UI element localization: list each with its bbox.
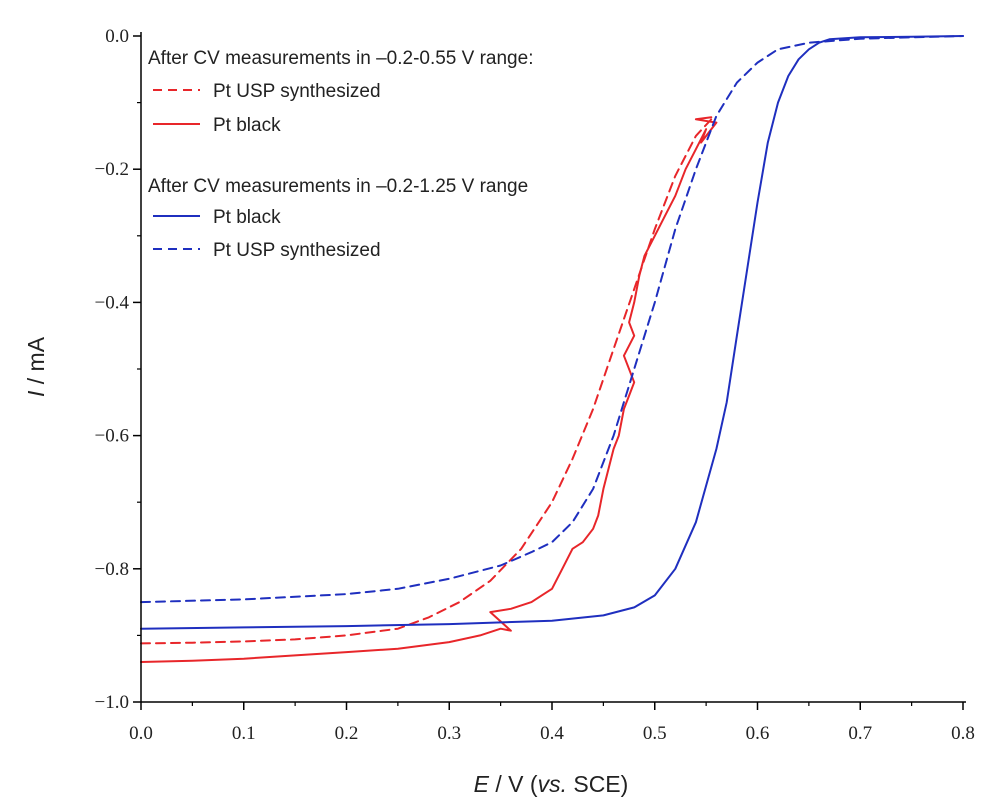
legend-entry-4: Pt USP synthesized (213, 240, 381, 261)
y-tick-label: −0.6 (95, 426, 129, 447)
x-tick-label: 0.4 (540, 723, 564, 744)
legend-group2-title: After CV measurements in –0.2-1.25 V ran… (148, 176, 528, 197)
y-tick-label: −0.4 (95, 292, 130, 313)
x-tick-label: 0.3 (437, 723, 461, 744)
legend-entry-1: Pt USP synthesized (213, 81, 381, 102)
y-tick-label: 0.0 (105, 26, 129, 47)
axes (140, 32, 966, 703)
y-tick-label: −0.8 (95, 559, 129, 580)
y-tick-label: −1.0 (95, 692, 129, 713)
x-tick-label: 0.7 (848, 723, 872, 744)
legend: After CV measurements in –0.2-0.55 V ran… (148, 48, 533, 261)
x-axis-title: E / V (vs. SCE) (474, 771, 629, 797)
y-tick-label: −0.2 (95, 159, 129, 180)
x-tick-label: 0.0 (129, 723, 153, 744)
series-line-4 (140, 35, 964, 604)
y-axis-var: I (23, 390, 49, 397)
x-tick-label: 0.8 (951, 723, 975, 744)
x-axis-unit: / V ( (489, 771, 538, 797)
x-axis-ref: SCE) (567, 771, 628, 797)
ticks: 0.0 0.1 0.2 0.3 0.4 0.5 0.6 0.7 0.8 0.0 −0.2 −0.4 −0… (95, 26, 975, 744)
x-tick-label: 0.6 (746, 723, 770, 744)
x-tick-label: 0.2 (335, 723, 359, 744)
x-tick-label: 0.1 (232, 723, 256, 744)
y-axis-unit: / mA (23, 336, 49, 390)
x-tick-label: 0.5 (643, 723, 667, 744)
legend-entry-2: Pt black (213, 115, 281, 136)
x-axis-var: E (474, 771, 490, 797)
legend-group1-title: After CV measurements in –0.2-0.55 V ran… (148, 48, 533, 69)
legend-entry-3: Pt black (213, 207, 281, 228)
series-line-2 (140, 116, 718, 663)
plot-lines (140, 35, 964, 663)
series-line-1 (140, 118, 713, 645)
y-axis-title: I / mA (23, 336, 49, 397)
x-axis-vs: vs. (538, 771, 567, 797)
